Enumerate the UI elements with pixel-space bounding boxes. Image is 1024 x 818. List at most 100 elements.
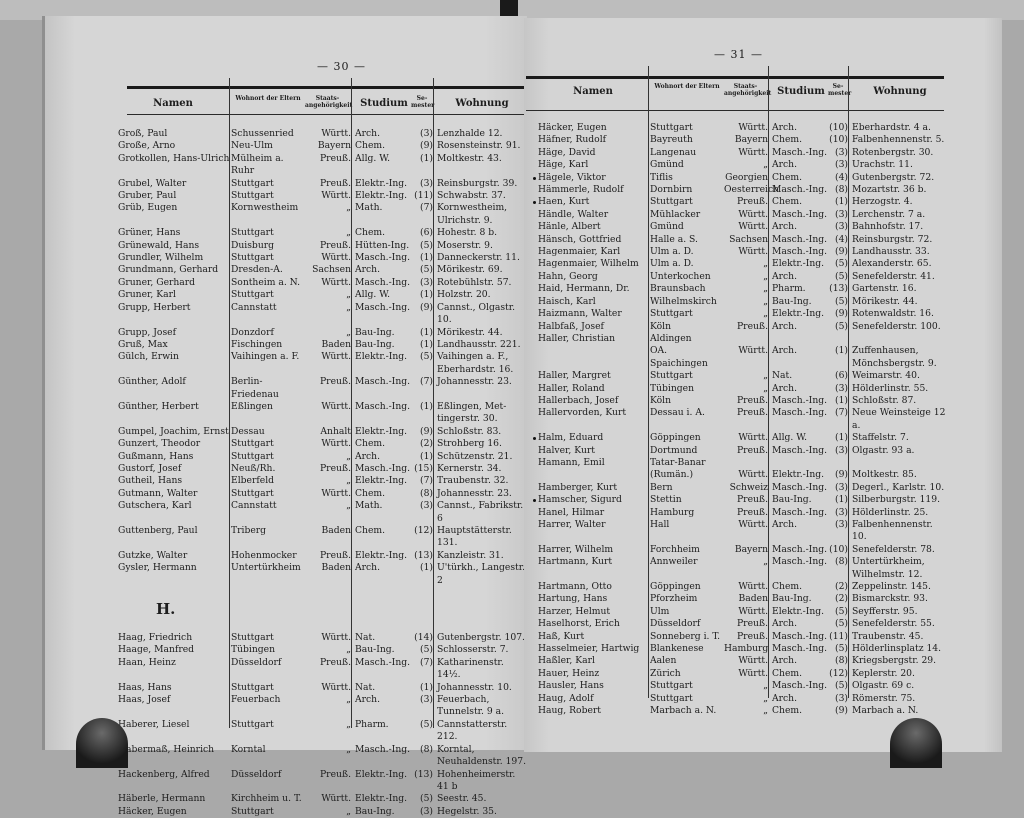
wohnort-cell: Tiflis: [650, 171, 673, 183]
book-spine: [500, 0, 518, 20]
wohnort-cell: Ulm: [650, 605, 670, 617]
table-row: Günther, Herbert Eßlingen Württ. Masch.-Ing…: [118, 401, 527, 426]
name-cell: Häcker, Eugen: [538, 122, 607, 133]
studium-cell: Elektr.-Ing.: [355, 475, 408, 487]
wohnung-cell: Katharinenstr. 14½.: [437, 656, 504, 681]
register-table: Groß, Paul Schussenried Württ. Arch. (3) Lenz…: [118, 128, 527, 818]
table-row: Haß, Kurt Sonneberg i. T. Preuß. Masch.-Ing…: [538, 631, 948, 643]
semester-cell: (2): [834, 593, 848, 605]
semester-cell: (5): [834, 643, 848, 655]
table-row: Haßler, Karl Aalen Württ. Arch. (8) Kriegsber…: [538, 655, 948, 667]
table-row: Gußmann, Hans Stuttgart „ Arch. (1) Schützens…: [118, 451, 527, 463]
table-row: Händle, Walter Mühlacker Württ. Masch.-Ing.…: [538, 209, 948, 221]
wohnort-cell: Tübingen: [231, 644, 276, 656]
studium-cell: Chem.: [355, 438, 386, 450]
wohnort-cell: Berlin-Friedenau: [231, 376, 279, 400]
wohnung-cell: Hölderlinstr. 25.: [852, 506, 929, 518]
semester-cell: (5): [834, 680, 848, 692]
name-cell: Halm, Eduard: [538, 432, 604, 444]
name-cell: Haage, Manfred: [118, 644, 195, 656]
wohnung-cell: Reinsburgstr. 39.: [437, 177, 518, 189]
semester-cell: (12): [829, 667, 848, 679]
table-row: Halm, Eduard Göppingen Württ. Allg. W. (1) St…: [533, 432, 948, 444]
table-row: Hartmann, Otto Göppingen Württ. Chem. (2) Zep…: [538, 581, 948, 593]
semester-cell: (5): [419, 264, 433, 276]
semester-cell: (8): [834, 556, 848, 568]
table-row: Groß, Paul Schussenried Württ. Arch. (3) Lenz…: [118, 128, 527, 140]
table-row: Haselhorst, Erich Düsseldorf Preuß. Arch. (5…: [538, 618, 948, 630]
wohnort-cell: Stuttgart: [231, 450, 274, 462]
table-row: Hallerbach, Josef Köln Preuß. Masch.-Ing. (1…: [538, 395, 948, 407]
wohnort-cell: Stuttgart: [650, 196, 693, 208]
semester-cell: (5): [419, 793, 433, 805]
studium-cell: Math.: [355, 500, 383, 512]
semester-cell: (1): [834, 494, 848, 506]
name-cell: Häfner, Rudolf: [538, 134, 607, 146]
semester-cell: (1): [419, 338, 433, 350]
wohnung-cell: Mörikestr. 69.: [437, 264, 503, 276]
wohnung-cell: Moltkestr. 43.: [437, 152, 502, 164]
staats-cell: „: [346, 743, 351, 755]
table-row: Gysler, Hermann Untertürkheim Baden Arch. (1…: [118, 562, 527, 587]
name-cell: Gruner, Karl: [118, 289, 176, 301]
studium-cell: Nat.: [772, 370, 793, 382]
table-row: Gutheil, Hans Elberfeld „ Elektr.-Ing. (7) Tr…: [118, 475, 527, 487]
wohnung-cell: Kriegsbergstr. 29.: [852, 655, 937, 667]
wohnort-cell: Dornbirn: [650, 184, 693, 196]
semester-cell: (7): [419, 202, 433, 214]
semester-cell: (6): [834, 370, 848, 382]
studium-cell: Masch.-Ing.: [772, 407, 828, 419]
studium-cell: Masch.-Ing.: [355, 276, 411, 288]
studium-cell: Chem.: [772, 171, 803, 183]
name-cell: Gustorf, Josef: [118, 462, 182, 474]
wohnung-cell: Falbenhennenstr. 10.: [852, 519, 933, 543]
studium-cell: Elektr.-Ing.: [772, 308, 825, 320]
wohnung-cell: Moserstr. 9.: [437, 239, 493, 251]
studium-cell: Arch.: [772, 270, 798, 282]
staats-cell: Württ.: [321, 438, 351, 450]
wohnung-cell: Neue Weinsteige 12 a.: [852, 407, 946, 431]
studium-cell: Chem.: [355, 140, 386, 152]
semester-cell: (5): [834, 605, 848, 617]
wohnort-cell: Aldingen OA. Spaichingen: [650, 332, 708, 369]
wohnort-cell: Duisburg: [231, 239, 275, 251]
entry-marker-dot: [533, 499, 536, 503]
header-wohnort: Wohnort der Eltern: [235, 95, 301, 102]
staats-cell: Baden: [321, 525, 351, 536]
wohnort-cell: Halle a. S.: [650, 233, 698, 245]
wohnung-cell: Falbenhennenstr. 5.: [852, 134, 945, 146]
studium-cell: Masch.-Ing.: [355, 400, 411, 412]
staats-cell: Georgien: [725, 171, 768, 183]
staats-cell: Preuß.: [320, 239, 351, 251]
staats-cell: „: [346, 805, 351, 817]
semester-cell: (1): [419, 400, 433, 412]
wohnung-cell: Moltkestr. 85.: [852, 469, 917, 481]
name-cell: Gülch, Erwin: [118, 351, 179, 363]
semester-cell: (9): [834, 246, 848, 258]
studium-cell: Masch.-Ing.: [772, 556, 828, 568]
semester-cell: (1): [419, 562, 433, 574]
wohnung-cell: Feuerbach, Tunnelstr. 9 a.: [437, 694, 505, 718]
column-divider: [229, 78, 230, 728]
wohnort-cell: Stuttgart: [231, 438, 274, 450]
wohnort-cell: Fischingen: [231, 338, 283, 350]
wohnung-cell: Rosensteinstr. 91.: [437, 140, 521, 152]
staats-cell: Schweiz: [729, 481, 768, 493]
table-row: Habermaß, Heinrich Korntal „ Masch.-Ing. (8)…: [118, 744, 527, 769]
semester-cell: (8): [419, 487, 433, 499]
wohnung-cell: Hölderlinsplatz 14.: [852, 643, 942, 655]
wohnort-cell: Düsseldorf: [231, 656, 282, 668]
wohnung-cell: Eßlingen, Met- tingerstr. 30.: [437, 400, 507, 425]
table-row: Haen, Kurt Stuttgart Preuß. Chem. (1) Herzogs…: [533, 196, 948, 208]
staats-cell: Hamburg: [724, 643, 769, 655]
table-row: Grupp, Josef Donzdorf „ Bau-Ing. (1) Mörikest…: [118, 327, 527, 339]
table-row: Grubel, Walter Stuttgart Preuß. Elektr.-Ing…: [118, 178, 527, 190]
wohnung-cell: Hohestr. 8 b.: [437, 227, 498, 239]
staats-cell: „: [346, 718, 351, 730]
page-number: — 31 —: [714, 48, 763, 61]
staats-cell: „: [763, 283, 768, 295]
wohnung-cell: Silberburgstr. 119.: [852, 494, 941, 506]
table-row: Gruß, Max Fischingen Baden Bau-Ing. (1) Landh…: [118, 339, 527, 351]
name-cell: Hanel, Hilmar: [538, 506, 605, 518]
studium-cell: Elektr.-Ing.: [355, 425, 408, 437]
